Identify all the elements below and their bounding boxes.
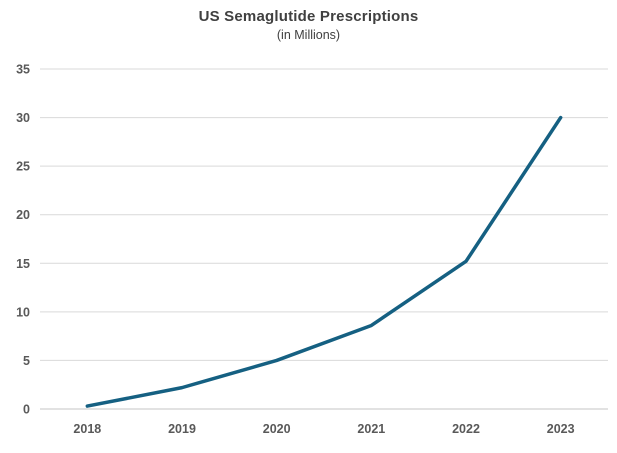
y-axis-tick-label: 5 [23,354,30,368]
x-axis-tick-label: 2019 [168,422,196,436]
y-axis-tick-label: 10 [16,305,30,319]
y-axis-tick-label: 30 [16,111,30,125]
x-axis-tick-label: 2018 [73,422,101,436]
y-axis-tick-label: 15 [16,257,30,271]
x-axis-tick-label: 2021 [357,422,385,436]
x-axis-tick-label: 2022 [452,422,480,436]
x-axis-tick-label: 2023 [547,422,575,436]
y-axis-tick-label: 0 [23,403,30,417]
data-series-line [85,115,563,408]
y-axis-tick-label: 20 [16,208,30,222]
y-axis-tick-label: 35 [16,63,30,77]
y-axis-tick-label: 25 [16,160,30,174]
x-axis-tick-label: 2020 [263,422,291,436]
